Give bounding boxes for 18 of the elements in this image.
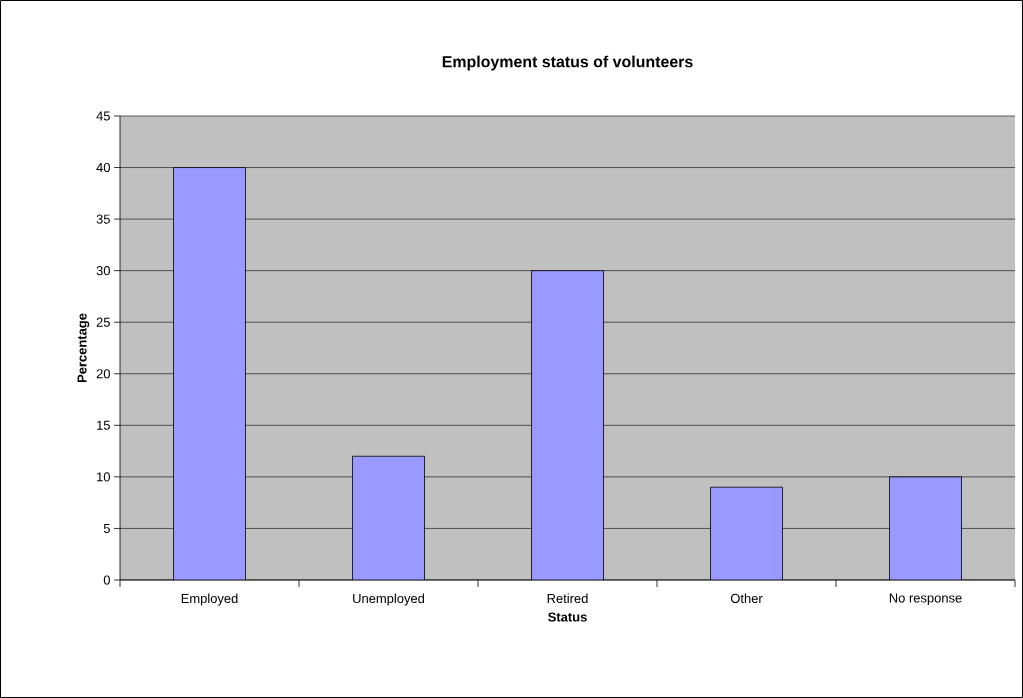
y-tick-label: 45 (96, 111, 110, 121)
x-tick-label: Employed (181, 593, 238, 606)
x-tick-label: Retired (547, 593, 588, 604)
y-tick-label: 25 (96, 317, 110, 327)
x-tick-label: Unemployed (353, 593, 425, 606)
y-tick-label: 10 (97, 472, 110, 482)
y-tick-label: 30 (96, 266, 110, 276)
y-tick-label: 35 (96, 214, 110, 224)
x-tick-label: No response (889, 593, 962, 606)
y-tick-label: 20 (96, 369, 110, 379)
y-tick-label: 40 (96, 162, 110, 173)
chart-title: Employment status of volunteers (442, 55, 693, 71)
y-tick-label: 15 (97, 420, 110, 430)
x-tick-label: Other (730, 593, 763, 604)
y-tick-label: 0 (103, 575, 110, 585)
y-axis-title: Percentage (77, 313, 90, 383)
x-axis-title: Status (548, 612, 587, 622)
y-tick-label: 5 (103, 523, 110, 533)
